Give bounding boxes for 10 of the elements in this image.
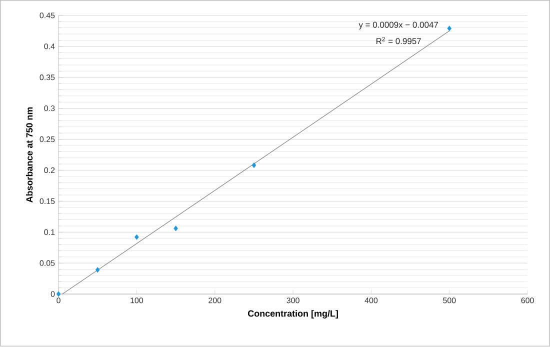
point	[447, 26, 452, 32]
annotation: R$^{2}$ = 0.9957	[376, 37, 421, 44]
point	[252, 162, 256, 168]
point	[174, 226, 178, 232]
x-axis-title: Concentration [mg/L]	[248, 310, 338, 319]
y-axis-title: Absorbance at 750 nm	[26, 108, 33, 203]
point	[95, 267, 100, 273]
annotation: y = 0.0009x − 0.0047	[358, 22, 438, 30]
point	[134, 234, 139, 240]
point	[56, 291, 61, 298]
